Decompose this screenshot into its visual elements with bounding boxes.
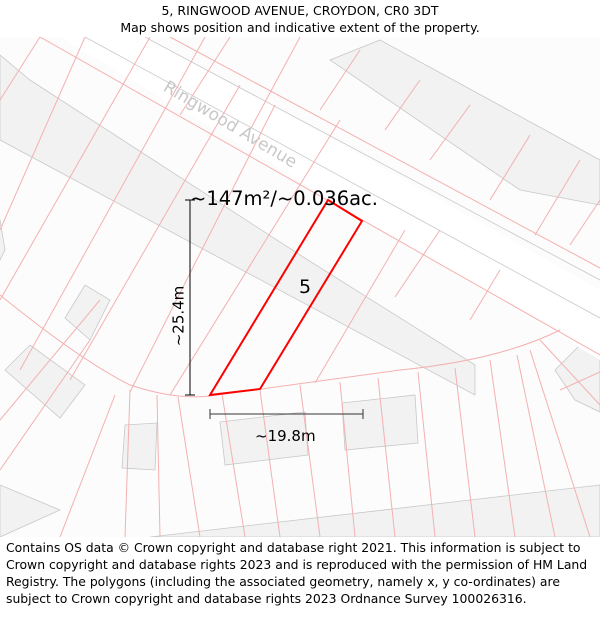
property-address: 5, RINGWOOD AVENUE, CROYDON, CR0 3DT [161, 3, 439, 18]
parcel-lines [0, 37, 600, 537]
dimension-horizontal-label: ~19.8m [255, 427, 316, 445]
buildings [0, 39, 600, 537]
property-boundary [208, 198, 364, 397]
copyright-notice: Contains OS data © Crown copyright and d… [6, 540, 588, 606]
map-subtitle: Map shows position and indicative extent… [120, 20, 480, 35]
map-canvas [0, 37, 600, 537]
property-map[interactable]: Ringwood Avenue ~147m²/~0.036ac. 5 ~25.4… [0, 37, 600, 537]
road [39, 37, 600, 360]
area-label: ~147m²/~0.036ac. [190, 187, 378, 210]
dimension-lines [185, 199, 364, 419]
dimension-vertical-label: ~25.4m [169, 285, 188, 347]
plot-number: 5 [299, 276, 312, 298]
